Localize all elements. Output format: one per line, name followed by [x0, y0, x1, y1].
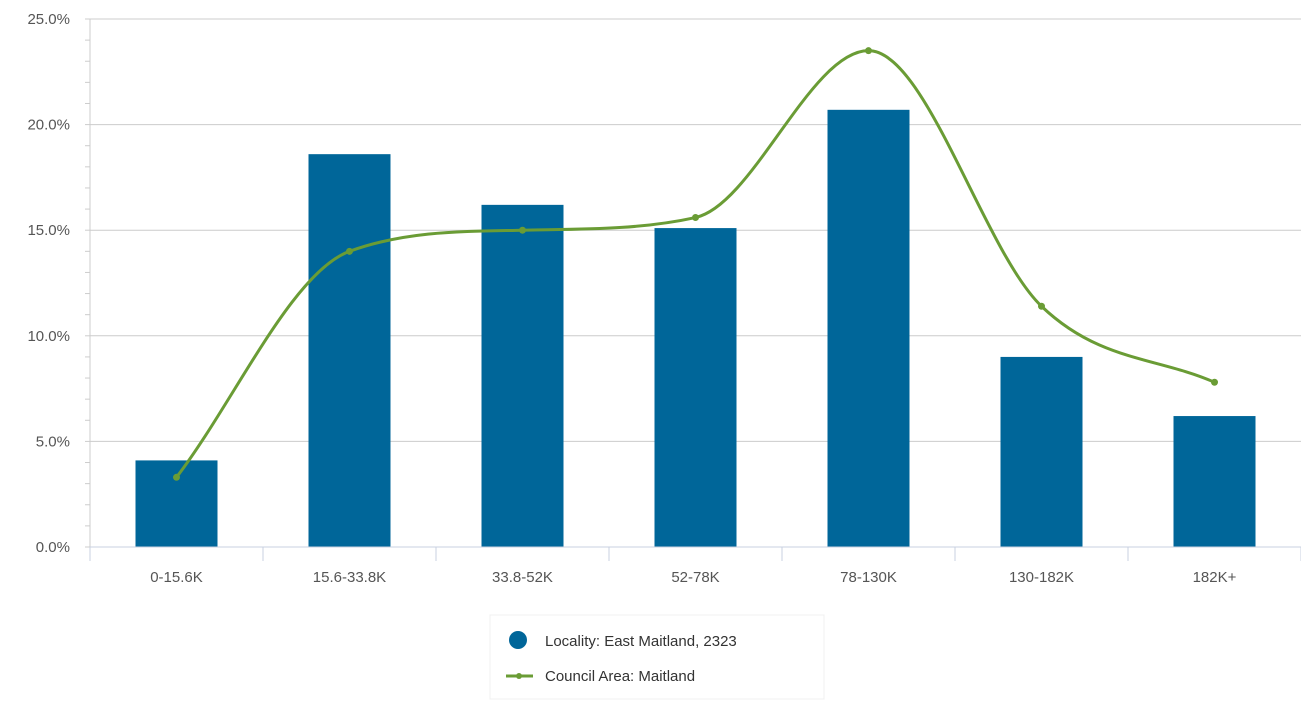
y-tick-label: 10.0%	[27, 328, 70, 345]
x-tick-label: 130-182K	[1009, 569, 1074, 586]
bar-182K+[interactable]	[1173, 416, 1256, 547]
line-point-130-182K[interactable]	[1038, 302, 1045, 310]
x-axis: 0-15.6K 15.6-33.8K 33.8-52K 52-78K 78-130K 13…	[89, 546, 1301, 586]
line-point-15.6-33.8K[interactable]	[346, 247, 353, 255]
x-tick-label: 52-78K	[671, 569, 719, 586]
legend-box	[489, 614, 825, 700]
x-tick-label: 0-15.6K	[150, 569, 203, 586]
legend-label-locality[interactable]: Locality: East Maitland, 2323	[545, 633, 737, 650]
line-point-78-130K[interactable]	[865, 47, 872, 55]
y-tick-label: 0.0%	[36, 539, 70, 556]
line-point-0-15.6K[interactable]	[173, 473, 180, 481]
line-point-33.8-52K[interactable]	[519, 226, 526, 234]
y-tick-label: 5.0%	[36, 433, 70, 450]
bar-15.6-33.8K[interactable]	[308, 154, 391, 547]
legend: Locality: East Maitland, 2323 Council Ar…	[489, 614, 825, 700]
bar-52-78K[interactable]	[654, 228, 737, 547]
x-tick-label: 78-130K	[840, 569, 897, 586]
bar-78-130K[interactable]	[827, 109, 910, 547]
x-tick-label: 15.6-33.8K	[313, 569, 386, 586]
line-point-182K+[interactable]	[1211, 378, 1218, 386]
bar-33.8-52K[interactable]	[481, 204, 564, 547]
legend-bar-marker-icon[interactable]	[509, 631, 527, 649]
bar-0-15.6K[interactable]	[135, 460, 218, 547]
y-axis: 0.0% 5.0% 10.0% 15.0% 20.0% 25.0%	[27, 11, 91, 556]
y-tick-label: 15.0%	[27, 222, 70, 239]
line-series	[173, 47, 1218, 481]
y-tick-label: 20.0%	[27, 117, 70, 134]
legend-line-dot-icon	[516, 673, 522, 679]
x-tick-label: 182K+	[1193, 569, 1237, 586]
x-tick-label: 33.8-52K	[492, 569, 553, 586]
bar-130-182K[interactable]	[1000, 356, 1083, 547]
legend-label-council[interactable]: Council Area: Maitland	[545, 668, 695, 685]
y-tick-label: 25.0%	[27, 11, 70, 28]
line-point-52-78K[interactable]	[692, 214, 699, 222]
bar-series	[135, 109, 1256, 547]
